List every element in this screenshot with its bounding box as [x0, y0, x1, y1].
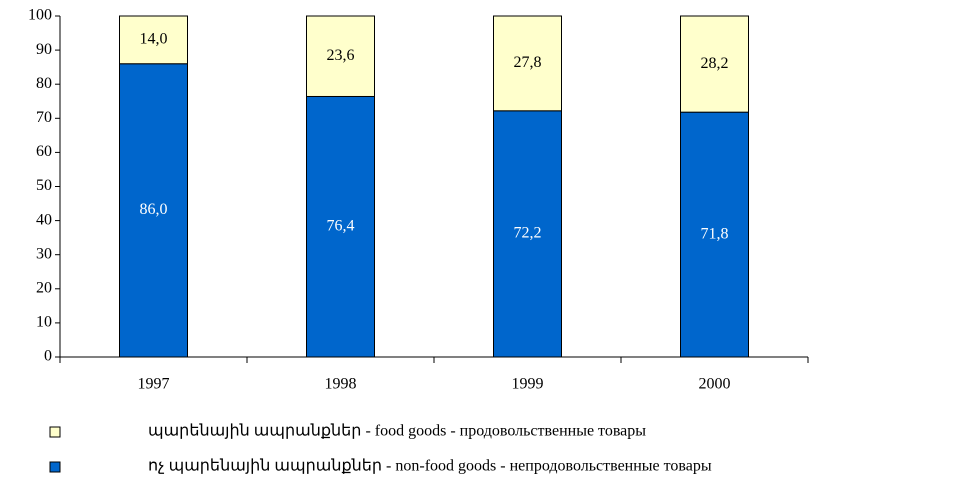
bar-segment	[119, 15, 188, 65]
y-tick-label: 80	[36, 75, 52, 92]
data-label: 14,0	[140, 31, 168, 48]
y-tick-label: 90	[36, 41, 52, 58]
legend-swatch	[49, 426, 61, 438]
y-tick-label: 60	[36, 143, 52, 160]
data-label: 72,2	[514, 225, 542, 242]
y-tick-label: 70	[36, 109, 52, 126]
y-tick-label: 30	[36, 245, 52, 262]
x-tick-label: 1997	[138, 376, 170, 393]
y-tick-label: 50	[36, 177, 52, 194]
x-tick-label: 1998	[325, 376, 357, 393]
y-tick-label: 10	[36, 314, 52, 331]
y-tick-label: 20	[36, 279, 52, 296]
data-label: 71,8	[701, 225, 729, 242]
data-label: 27,8	[514, 54, 542, 71]
bar-segment	[493, 15, 562, 112]
x-tick-label: 2000	[699, 376, 731, 393]
bar-segment	[306, 15, 375, 97]
data-label: 76,4	[327, 217, 355, 234]
bar-segment	[680, 15, 749, 113]
bar-segment	[680, 111, 749, 358]
legend-label: պարենային ապրանքներ - food goods - продо…	[148, 423, 646, 440]
data-label: 23,6	[327, 47, 355, 64]
data-label: 28,2	[701, 55, 729, 72]
bar-segment	[493, 110, 562, 358]
x-tick-label: 1999	[512, 376, 544, 393]
legend-label: ոչ պարենային ապրանքներ - non-food goods …	[148, 458, 712, 475]
y-tick-label: 100	[28, 7, 52, 24]
y-tick-label: 0	[44, 348, 52, 365]
legend-swatch	[49, 461, 61, 473]
y-tick-label: 40	[36, 211, 52, 228]
data-label: 86,0	[140, 201, 168, 218]
